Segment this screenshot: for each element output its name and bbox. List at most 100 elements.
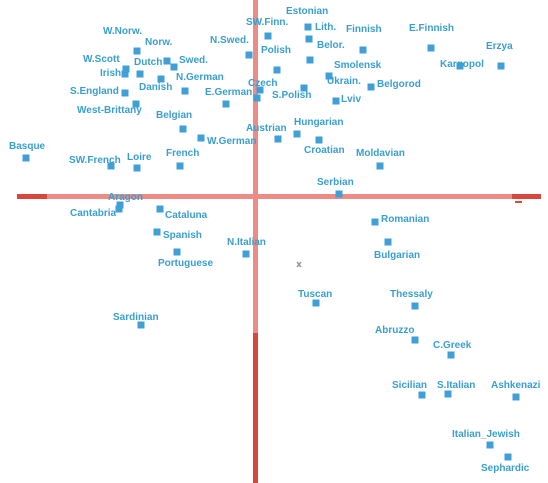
label-west-brittany: West-Brittany	[77, 105, 142, 116]
label-dutch: Dutch	[134, 57, 162, 68]
label-cantabria: Cantabria	[70, 208, 117, 219]
point-moldavian	[376, 162, 384, 170]
label-belor-: Belor.	[317, 40, 345, 51]
label-austrian: Austrian	[246, 123, 287, 134]
label-s-england: S.England	[70, 86, 119, 97]
label-basque: Basque	[9, 141, 46, 152]
label-erzya: Erzya	[486, 41, 513, 52]
point-thessaly	[411, 302, 419, 310]
label-serbian: Serbian	[317, 177, 354, 188]
point-erzya	[497, 62, 505, 70]
label-moldavian: Moldavian	[356, 148, 405, 159]
label-romanian: Romanian	[381, 214, 429, 225]
label-belgian: Belgian	[156, 110, 192, 121]
point-lith-	[305, 35, 313, 43]
point-serbian	[335, 190, 343, 198]
point-lviv	[332, 97, 340, 105]
y-axis-band	[253, 0, 258, 483]
point-romanian	[371, 218, 379, 226]
point-kargopol	[456, 62, 464, 70]
label-aragon: Aragon	[108, 192, 143, 203]
small-cursor-icon	[296, 261, 302, 268]
label-polish: Polish	[261, 45, 291, 56]
label-abruzzo: Abruzzo	[375, 325, 414, 336]
y-axis-lower-segment	[253, 333, 258, 483]
label-thessaly: Thessaly	[390, 289, 433, 300]
point-smolensk	[325, 72, 333, 80]
point-n-german	[157, 75, 165, 83]
point-italian-jewish	[486, 441, 494, 449]
point-w-german	[197, 134, 205, 142]
label-irish: Irish	[100, 68, 121, 79]
point-french	[176, 162, 184, 170]
x-axis-band	[17, 194, 541, 199]
point-swed-	[170, 63, 178, 71]
label-s-polish: S.Polish	[272, 90, 311, 101]
point-sardinian	[137, 321, 145, 329]
point-finnish	[359, 46, 367, 54]
label-n-swed-: N.Swed.	[210, 35, 249, 46]
label-kargopol: Kargopol	[440, 59, 484, 70]
point-belgorod	[367, 83, 375, 91]
label-n-german: N.German	[176, 72, 224, 83]
point-ashkenazi	[512, 393, 520, 401]
label-portuguese: Portuguese	[158, 258, 213, 269]
point-n-swed-	[245, 51, 253, 59]
label-cataluna: Cataluna	[165, 210, 208, 221]
point-w-norw-	[133, 47, 141, 55]
label-czech: Czech	[248, 78, 277, 89]
point-w-scott	[122, 65, 130, 73]
label-estonian: Estonian	[286, 6, 328, 17]
x-axis-right-cap	[512, 194, 541, 199]
point-portuguese	[173, 248, 181, 256]
point-loire	[133, 164, 141, 172]
label-belgorod: Belgorod	[377, 79, 421, 90]
point-belgian	[179, 125, 187, 133]
label-e-german: E.German	[205, 87, 252, 98]
x-axis-left-cap	[17, 194, 47, 199]
label-s-italian: S.Italian	[437, 380, 475, 391]
point-hungarian	[293, 130, 301, 138]
label-norw-: Norw.	[145, 37, 173, 48]
point-abruzzo	[411, 336, 419, 344]
point-s-polish	[253, 94, 261, 102]
point-irish	[121, 70, 129, 78]
label-french: French	[166, 148, 199, 159]
label-sw-french: SW.French	[69, 155, 121, 166]
label-e-finnish: E.Finnish	[409, 23, 454, 34]
label-loire: Loire	[127, 152, 152, 163]
label-smolensk: Smolensk	[334, 60, 382, 71]
label-c-greek: C.Greek	[433, 340, 472, 351]
point-czech	[256, 86, 264, 94]
x-axis-tick-right	[515, 201, 522, 203]
label-lviv: Lviv	[341, 94, 361, 105]
point-ukrain-	[300, 84, 308, 92]
point-sicilian	[418, 391, 426, 399]
label-ukrain-: Ukrain.	[327, 76, 361, 87]
label-sicilian: Sicilian	[392, 380, 427, 391]
point-c-greek	[447, 351, 455, 359]
point-s-italian	[444, 390, 452, 398]
point-croatian	[315, 136, 323, 144]
label-spanish: Spanish	[163, 230, 202, 241]
point-norw-	[163, 57, 171, 65]
label-sardinian: Sardinian	[113, 312, 159, 323]
point-cataluna	[156, 205, 164, 213]
label-swed-: Swed.	[179, 55, 208, 66]
label-ashkenazi: Ashkenazi	[491, 380, 541, 391]
point-spanish	[153, 228, 161, 236]
point-polish	[273, 66, 281, 74]
label-w-scott: W.Scott	[83, 54, 120, 65]
point-sw-finn-	[264, 32, 272, 40]
point-austrian	[274, 135, 282, 143]
point-aragon	[116, 201, 124, 209]
label-lith-: Lith.	[315, 22, 336, 33]
label-w-german: W.German	[207, 136, 256, 147]
label-croatian: Croatian	[304, 145, 345, 156]
axes	[17, 0, 541, 483]
point-e-finnish	[427, 44, 435, 52]
point-basque	[22, 154, 30, 162]
point-e-german	[222, 100, 230, 108]
point-sw-french	[107, 162, 115, 170]
